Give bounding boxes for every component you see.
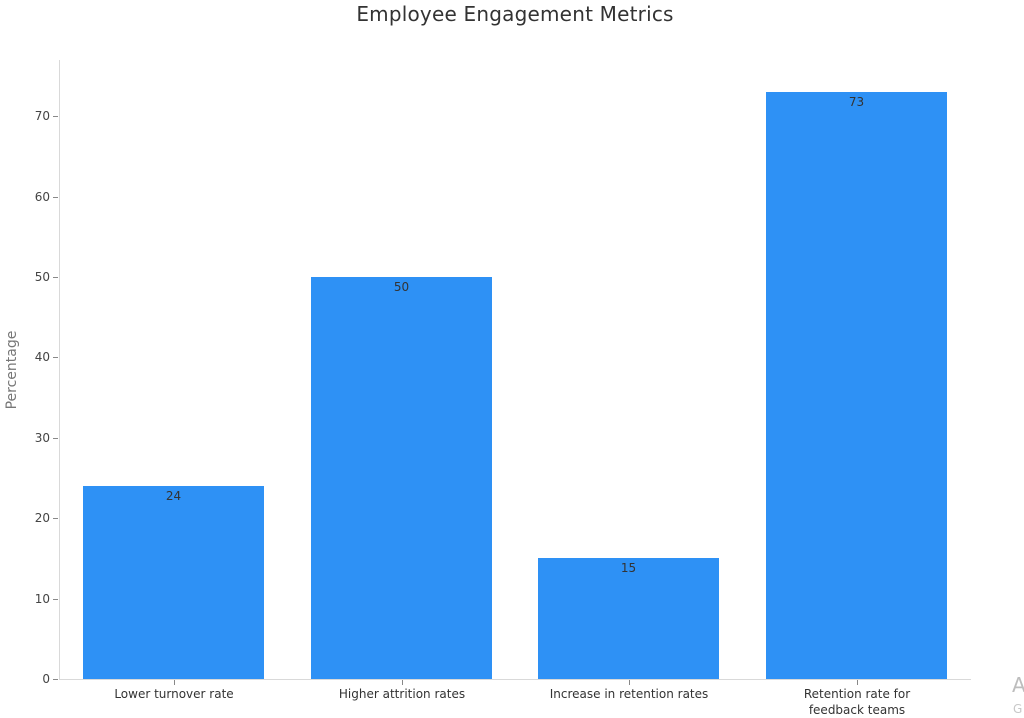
x-tick-mark — [174, 680, 175, 685]
bar: 15 — [538, 558, 719, 679]
bar: 24 — [83, 486, 264, 679]
y-tick-label: 10 — [34, 591, 50, 606]
x-tick-label: Retention rate for feedback teams — [803, 687, 911, 717]
y-tick: 50 — [0, 270, 58, 284]
x-tick-label: Increase in retention rates — [549, 687, 709, 701]
watermark-line1: A — [1012, 673, 1024, 697]
y-axis-label: Percentage — [4, 330, 20, 410]
y-tick-mark — [53, 518, 58, 520]
y-tick-mark — [53, 357, 58, 359]
chart-title: Employee Engagement Metrics — [356, 2, 674, 26]
x-tick-mark — [857, 680, 858, 685]
y-tick-label: 30 — [34, 430, 50, 445]
y-tick-mark — [53, 679, 58, 680]
y-tick-label: 0 — [42, 672, 50, 686]
y-tick-label: 60 — [34, 189, 50, 204]
y-tick-label: 50 — [34, 270, 50, 284]
y-tick: 0 — [0, 672, 58, 686]
bar-value-label: 50 — [393, 280, 410, 294]
y-tick-mark — [53, 437, 58, 439]
x-tick-mark — [402, 680, 403, 685]
x-tick-label: Higher attrition rates — [338, 687, 466, 701]
y-tick: 60 — [0, 190, 58, 204]
y-tick-mark — [53, 116, 58, 118]
x-tick-label: Lower turnover rate — [114, 687, 234, 701]
bar-value-label: 73 — [848, 95, 865, 110]
x-axis-line — [59, 679, 971, 680]
x-tick-mark — [629, 680, 630, 685]
y-tick: 10 — [0, 592, 58, 606]
bar: 50 — [311, 277, 492, 679]
y-tick-mark — [53, 277, 58, 278]
y-tick: 70 — [0, 109, 58, 123]
y-tick: 20 — [0, 511, 58, 525]
y-tick-label: 20 — [34, 511, 50, 526]
bar-value-label: 24 — [165, 489, 182, 504]
y-tick-label: 40 — [34, 350, 50, 365]
watermark-line2: G — [1013, 702, 1023, 716]
y-tick: 30 — [0, 431, 58, 445]
bar-value-label: 15 — [620, 561, 637, 576]
bar: 73 — [766, 92, 947, 679]
y-tick-mark — [53, 196, 58, 198]
y-tick-mark — [53, 598, 58, 600]
y-axis-line — [59, 60, 60, 680]
y-tick-label: 70 — [34, 109, 50, 124]
y-tick: 40 — [0, 350, 58, 364]
